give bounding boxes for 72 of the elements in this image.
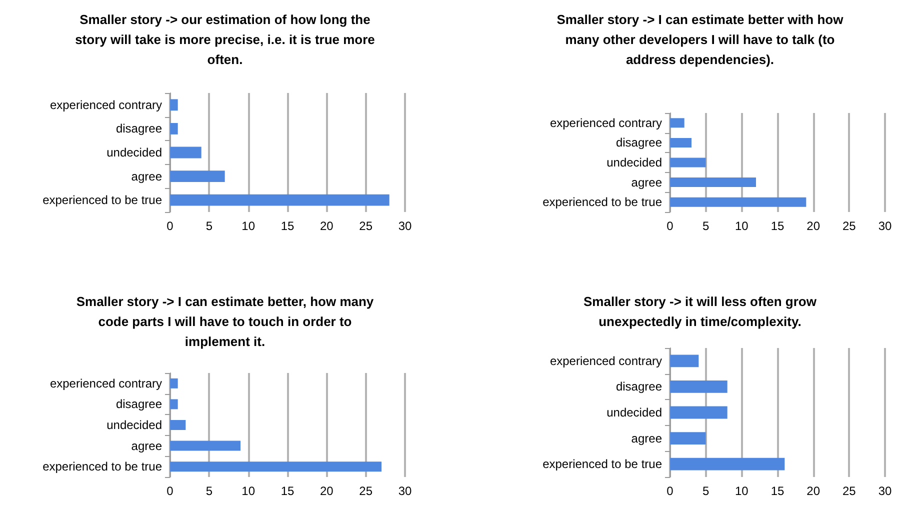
bar	[170, 99, 178, 111]
bar	[170, 420, 186, 430]
bar	[670, 197, 806, 207]
x-tick-label: 30	[878, 219, 892, 233]
y-tick-label: disagree	[116, 122, 162, 136]
x-tick-label: 20	[320, 484, 334, 498]
y-tick-label: experienced contrary	[50, 376, 162, 390]
bar	[170, 440, 240, 451]
x-tick-label: 10	[242, 219, 256, 233]
x-tick-label: 25	[359, 219, 373, 233]
bar	[670, 380, 728, 393]
x-tick-label: 0	[166, 219, 174, 233]
x-tick-label: 20	[806, 219, 820, 233]
x-tick-label: 20	[320, 219, 334, 233]
x-tick-label: 0	[666, 484, 674, 498]
x-tick-label: 15	[770, 219, 784, 233]
x-tick-label: 30	[398, 484, 412, 498]
y-tick-label: agree	[631, 175, 662, 190]
bar	[670, 406, 728, 419]
y-tick-label: agree	[131, 438, 162, 453]
bar	[170, 170, 225, 182]
x-tick-label: 25	[842, 484, 856, 498]
x-tick-label: 15	[770, 484, 784, 498]
bar	[670, 178, 756, 188]
x-tick-label: 5	[206, 219, 213, 233]
bar	[670, 432, 706, 444]
y-tick-label: disagree	[616, 380, 662, 394]
bar	[170, 378, 178, 388]
x-tick-label: 10	[242, 484, 256, 498]
y-tick-label: experienced to be true	[542, 195, 662, 210]
bar	[670, 118, 684, 128]
x-tick-label: 5	[702, 219, 710, 233]
bar	[170, 462, 382, 472]
y-tick-label: agree	[631, 431, 662, 446]
bar	[670, 354, 699, 368]
y-tick-label: disagree	[616, 136, 662, 150]
x-tick-label: 15	[280, 484, 294, 498]
y-tick-label: experienced contrary	[550, 354, 662, 368]
y-tick-label: undecided	[606, 156, 662, 170]
chart-title: Smaller story -> our estimation of how long the story will take is more precise, i.e. it is true more often.	[74, 11, 376, 69]
y-tick-label: experienced to be true	[542, 457, 662, 472]
y-tick-label: experienced contrary	[550, 116, 662, 130]
bar	[170, 194, 390, 206]
chart-title: Smaller story -> I can estimate better, how many code parts I will have to touch in order to implement it.	[75, 293, 375, 351]
chart-title: Smaller story -> it will less often grow unexpectedly in time/complexity.	[582, 293, 818, 331]
x-tick-label: 10	[734, 484, 749, 498]
bar	[170, 146, 202, 158]
bar	[670, 158, 706, 168]
x-tick-label: 30	[878, 484, 892, 498]
bar	[670, 458, 785, 470]
x-tick-label: 30	[398, 219, 412, 233]
x-tick-label: 20	[806, 484, 820, 498]
y-tick-label: experienced contrary	[50, 98, 162, 112]
y-tick-label: disagree	[116, 397, 162, 412]
x-tick-label: 15	[280, 219, 294, 233]
y-tick-label: undecided	[106, 146, 162, 160]
x-tick-label: 0	[666, 219, 674, 233]
x-tick-label: 5	[206, 484, 213, 498]
y-tick-label: undecided	[606, 406, 662, 420]
y-tick-label: experienced to be true	[42, 193, 162, 208]
x-tick-label: 5	[702, 484, 710, 498]
x-tick-label: 0	[166, 484, 174, 498]
x-tick-label: 10	[734, 219, 749, 233]
y-tick-label: agree	[131, 169, 162, 184]
y-tick-label: undecided	[106, 418, 162, 432]
bar	[170, 399, 178, 410]
bar	[670, 138, 692, 148]
chart-title: Smaller story -> I can estimate better with how many other developers I will have to talk (to address dependencies).	[556, 11, 844, 69]
y-tick-label: experienced to be true	[42, 460, 162, 474]
x-tick-label: 25	[359, 484, 373, 498]
bar	[170, 122, 178, 134]
x-tick-label: 25	[842, 219, 856, 233]
